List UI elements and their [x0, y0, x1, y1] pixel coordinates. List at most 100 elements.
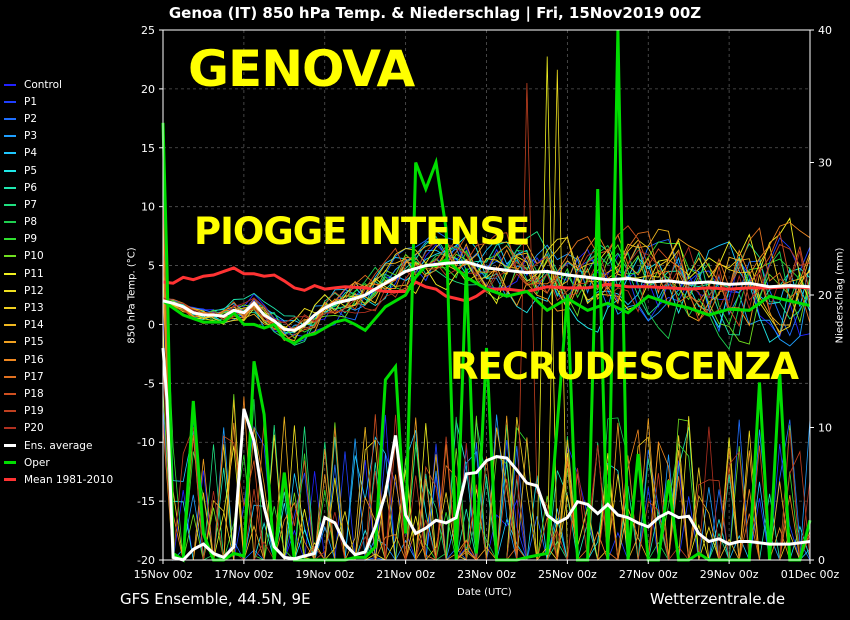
- legend-swatch: [4, 272, 16, 275]
- legend-item: P13: [4, 299, 113, 316]
- y-right-tick-label: 0: [818, 554, 825, 567]
- legend-item: Mean 1981-2010: [4, 471, 113, 488]
- y-right-tick-label: 10: [818, 422, 832, 435]
- legend-label: P4: [24, 147, 38, 160]
- legend-swatch: [4, 307, 16, 310]
- chart-title: Genoa (IT) 850 hPa Temp. & Niederschlag …: [168, 4, 702, 22]
- legend-swatch: [4, 255, 16, 258]
- legend-swatch: [4, 478, 16, 482]
- legend-swatch: [4, 375, 16, 378]
- legend-label: P13: [24, 302, 44, 315]
- legend-swatch: [4, 358, 16, 361]
- legend-item: P20: [4, 420, 113, 437]
- legend-item: P5: [4, 162, 113, 179]
- x-tick-label: 25Nov 00z: [538, 568, 597, 581]
- y-left-tick-label: 15: [141, 142, 155, 155]
- oper-precip-line: [161, 29, 812, 563]
- legend-item: P3: [4, 128, 113, 145]
- legend-swatch: [4, 186, 16, 189]
- legend-item: P2: [4, 110, 113, 127]
- y-axis-right-label: Niederschlag (mm): [834, 247, 846, 344]
- legend-item: P14: [4, 317, 113, 334]
- legend-swatch: [4, 83, 16, 86]
- legend-swatch: [4, 444, 16, 448]
- legend-label: P20: [24, 422, 44, 435]
- x-tick-label: 29Nov 00z: [700, 568, 759, 581]
- legend-item: Oper: [4, 454, 113, 471]
- legend-item: Ens. average: [4, 437, 113, 454]
- legend-label: P2: [24, 112, 38, 125]
- legend-swatch: [4, 341, 16, 344]
- legend-label: P15: [24, 336, 44, 349]
- y-left-tick-label: -15: [137, 495, 155, 508]
- legend-item: P12: [4, 282, 113, 299]
- legend-swatch: [4, 203, 16, 206]
- member-temp-line: [162, 239, 811, 326]
- legend-item: P19: [4, 403, 113, 420]
- legend-label: Control: [24, 78, 62, 91]
- legend-swatch: [4, 100, 16, 103]
- highlight-lines: [161, 29, 812, 563]
- legend-swatch: [4, 169, 16, 172]
- legend-label: Oper: [24, 456, 50, 469]
- legend-item: P17: [4, 368, 113, 385]
- ens-average-temp-line: [162, 260, 811, 332]
- legend-swatch: [4, 135, 16, 138]
- chart-legend: Control P1 P2 P3 P4 P5 P6 P7 P8 P9 P10 P11 P12 P13 P14…: [4, 76, 113, 489]
- legend-swatch: [4, 152, 16, 155]
- legend-item: P1: [4, 93, 113, 110]
- member-temp-line: [162, 238, 811, 345]
- legend-swatch: [4, 324, 16, 327]
- axis-ticks: -20 -15 -10 -5 0 5 10 15 20 25 0 10 20 30 40 15Nov 00z 1…: [134, 24, 840, 581]
- y-left-tick-label: -10: [137, 436, 155, 449]
- legend-item: P6: [4, 179, 113, 196]
- legend-label: Mean 1981-2010: [24, 473, 114, 486]
- legend-swatch: [4, 117, 16, 120]
- y-left-tick-label: 5: [148, 260, 155, 273]
- legend-item: P15: [4, 334, 113, 351]
- legend-label: P8: [24, 216, 38, 229]
- y-left-tick-label: -20: [137, 554, 155, 567]
- legend-label: P11: [24, 267, 44, 280]
- footer-site: Wetterzentrale.de: [650, 590, 786, 608]
- overlay-phrase-heavy-rain: PIOGGE INTENSE: [194, 210, 530, 253]
- legend-swatch: [4, 238, 16, 241]
- legend-item: P10: [4, 248, 113, 265]
- y-right-tick-label: 20: [818, 289, 832, 302]
- ens-average-precip-line: [161, 347, 811, 562]
- legend-label: P12: [24, 284, 44, 297]
- legend-swatch: [4, 289, 16, 292]
- y-left-tick-label: 10: [141, 201, 155, 214]
- oper-temp-line: [162, 257, 811, 346]
- legend-swatch: [4, 221, 16, 224]
- legend-swatch: [4, 427, 16, 430]
- legend-label: P7: [24, 198, 38, 211]
- legend-label: P17: [24, 370, 44, 383]
- x-tick-label: 15Nov 00z: [134, 568, 193, 581]
- legend-label: P5: [24, 164, 38, 177]
- y-axis-left-label: 850 hPa Temp. (°C): [126, 247, 138, 344]
- legend-label: P6: [24, 181, 38, 194]
- member-temp-line: [162, 240, 811, 324]
- legend-label: P10: [24, 250, 44, 263]
- y-right-tick-label: 30: [818, 157, 832, 170]
- legend-label: P1: [24, 95, 38, 108]
- mean-1981-2010-line: [162, 266, 811, 303]
- overlay-city: GENOVA: [188, 40, 415, 98]
- legend-item: P7: [4, 196, 113, 213]
- x-tick-label: 01Dec 00z: [781, 568, 840, 581]
- legend-item: P18: [4, 385, 113, 402]
- legend-label: P18: [24, 387, 44, 400]
- legend-label: P3: [24, 130, 38, 143]
- legend-item: Control: [4, 76, 113, 93]
- x-axis-label: Date (UTC): [457, 587, 512, 598]
- overlay-phrase-resurgence: RECRUDESCENZA: [450, 345, 799, 388]
- x-tick-label: 27Nov 00z: [619, 568, 678, 581]
- x-tick-label: 21Nov 00z: [376, 568, 435, 581]
- legend-item: P16: [4, 351, 113, 368]
- y-left-tick-label: 0: [148, 318, 155, 331]
- y-left-tick-label: -5: [144, 377, 155, 390]
- y-left-tick-label: 20: [141, 83, 155, 96]
- legend-item: P8: [4, 214, 113, 231]
